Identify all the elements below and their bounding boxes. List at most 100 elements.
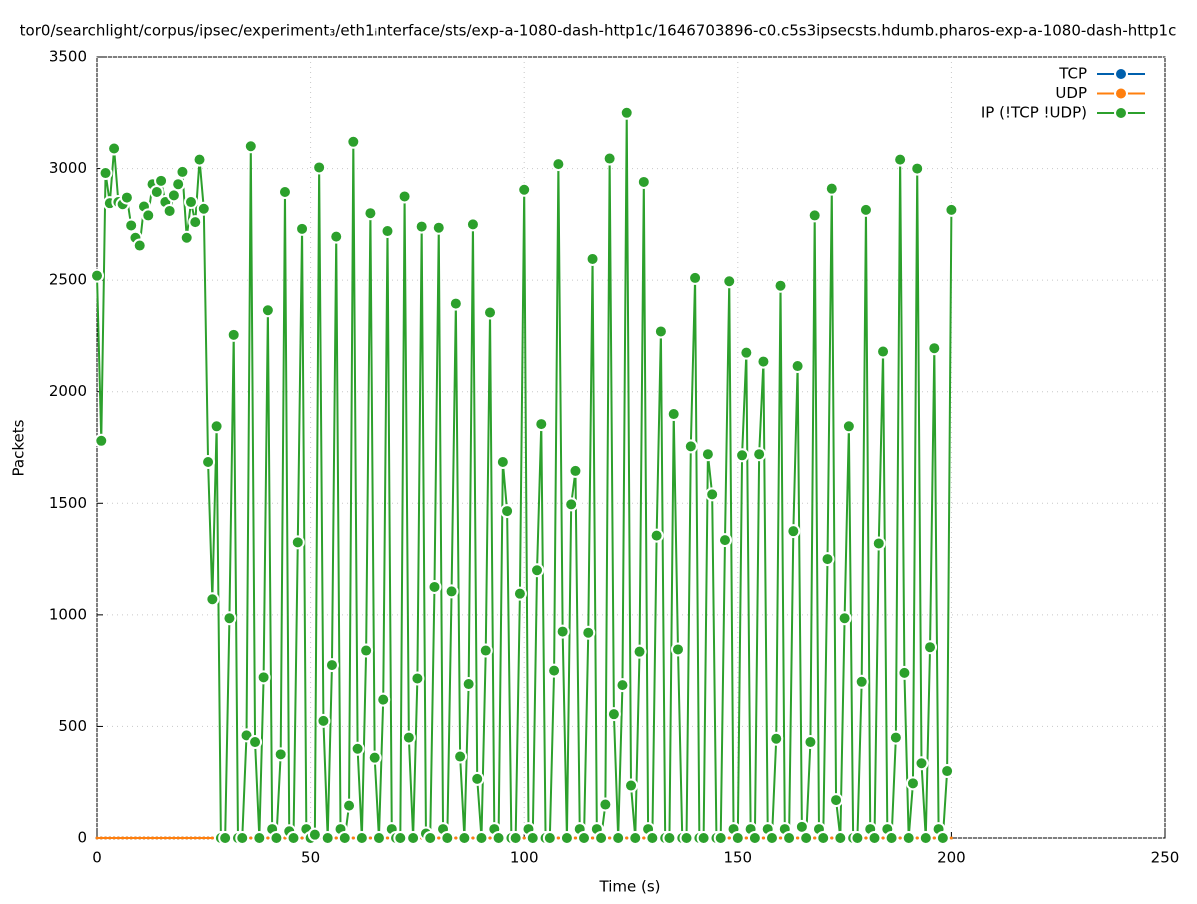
data-point bbox=[530, 563, 545, 578]
data-point bbox=[465, 217, 480, 232]
data-point bbox=[205, 592, 220, 607]
y-axis-label: Packets bbox=[10, 419, 28, 476]
y-tick-label: 2500 bbox=[49, 271, 87, 289]
data-point bbox=[727, 836, 731, 840]
data-point bbox=[159, 836, 163, 840]
data-point bbox=[914, 756, 929, 771]
data-point bbox=[192, 152, 207, 167]
data-point bbox=[927, 341, 942, 356]
data-point bbox=[427, 579, 442, 594]
data-point bbox=[185, 836, 189, 840]
data-point bbox=[307, 827, 322, 842]
data-point bbox=[705, 487, 720, 502]
y-tick-label: 0 bbox=[77, 829, 87, 847]
legend-label: TCP bbox=[1058, 65, 1087, 83]
data-point bbox=[813, 836, 817, 840]
x-tick-label: 250 bbox=[1151, 849, 1180, 867]
data-point bbox=[915, 836, 919, 840]
data-point bbox=[602, 151, 617, 166]
data-point bbox=[172, 836, 176, 840]
data-point bbox=[125, 836, 129, 840]
data-point bbox=[316, 713, 331, 728]
data-point bbox=[243, 139, 258, 154]
data-point bbox=[198, 836, 202, 840]
data-point bbox=[440, 831, 455, 845]
data-point bbox=[461, 677, 476, 692]
data-point bbox=[632, 644, 647, 659]
data-point bbox=[99, 836, 103, 840]
data-point bbox=[104, 836, 108, 840]
data-point bbox=[155, 836, 159, 840]
data-point bbox=[359, 643, 374, 658]
data-point bbox=[615, 678, 630, 693]
data-point bbox=[713, 831, 728, 845]
data-point bbox=[176, 836, 180, 840]
data-point bbox=[722, 274, 737, 289]
data-point bbox=[850, 831, 865, 845]
data-point bbox=[898, 836, 902, 840]
data-point bbox=[300, 836, 304, 840]
data-point bbox=[700, 447, 715, 462]
x-axis-label: Time (s) bbox=[599, 878, 661, 896]
data-point bbox=[735, 448, 750, 463]
data-point bbox=[397, 189, 412, 204]
data-point bbox=[202, 836, 206, 840]
data-point bbox=[222, 611, 237, 626]
data-point bbox=[779, 836, 783, 840]
data-point bbox=[133, 836, 137, 840]
data-point bbox=[154, 173, 169, 188]
data-point bbox=[910, 161, 925, 176]
data-point bbox=[556, 836, 560, 840]
data-point bbox=[457, 831, 472, 845]
data-point bbox=[312, 160, 327, 175]
data-point bbox=[90, 268, 104, 283]
data-point bbox=[949, 836, 953, 840]
data-point bbox=[824, 181, 839, 196]
data-point bbox=[393, 831, 408, 845]
data-point bbox=[670, 642, 685, 657]
data-point bbox=[266, 836, 270, 840]
data-point bbox=[829, 793, 844, 808]
legend-label: IP (!TCP !UDP) bbox=[981, 104, 1087, 122]
data-point bbox=[337, 831, 352, 845]
data-point bbox=[201, 455, 216, 470]
data-point bbox=[129, 836, 133, 840]
data-point bbox=[495, 455, 510, 470]
data-point bbox=[470, 771, 485, 786]
data-point bbox=[585, 251, 600, 266]
data-point bbox=[559, 831, 574, 845]
data-point bbox=[406, 831, 421, 845]
data-point bbox=[534, 417, 549, 432]
data-point bbox=[171, 177, 186, 192]
data-point bbox=[423, 831, 438, 845]
data-point bbox=[107, 141, 122, 156]
data-point bbox=[346, 134, 361, 149]
data-point bbox=[121, 836, 125, 840]
data-point bbox=[189, 836, 193, 840]
data-point bbox=[893, 152, 908, 167]
data-point bbox=[354, 831, 369, 845]
data-point bbox=[286, 831, 301, 845]
data-point bbox=[290, 535, 305, 550]
data-point bbox=[628, 831, 643, 845]
data-point bbox=[132, 238, 147, 253]
data-point bbox=[730, 831, 745, 845]
data-point bbox=[803, 735, 818, 750]
data-point bbox=[116, 836, 120, 840]
data-point bbox=[124, 218, 139, 233]
data-point bbox=[923, 640, 938, 655]
x-tick-label: 100 bbox=[510, 849, 539, 867]
data-point bbox=[897, 665, 912, 680]
data-point bbox=[401, 730, 416, 745]
series-line bbox=[96, 112, 953, 842]
data-point bbox=[474, 831, 489, 845]
data-point bbox=[905, 776, 920, 791]
data-point bbox=[769, 731, 784, 746]
data-point bbox=[864, 836, 868, 840]
data-point bbox=[95, 836, 99, 840]
data-point bbox=[260, 303, 275, 318]
data-point bbox=[837, 611, 852, 626]
data-point bbox=[437, 836, 441, 840]
data-point bbox=[888, 730, 903, 745]
data-point bbox=[206, 836, 210, 840]
